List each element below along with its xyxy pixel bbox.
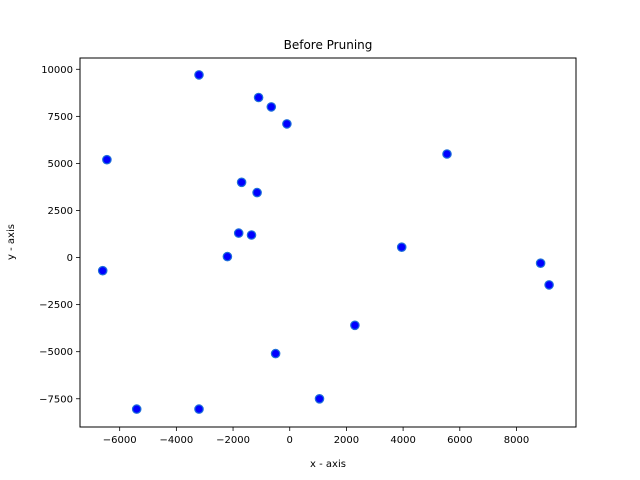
data-point xyxy=(544,280,554,290)
data-point xyxy=(252,187,262,198)
x-tick-label: −4000 xyxy=(159,435,193,446)
y-tick-label: 5000 xyxy=(48,159,73,170)
data-point xyxy=(102,154,112,165)
data-point xyxy=(97,265,108,276)
data-point xyxy=(396,242,407,252)
x-tick-label: 2000 xyxy=(334,435,359,446)
data-point xyxy=(314,393,325,404)
data-point xyxy=(194,404,204,414)
y-tick-label: −5000 xyxy=(39,347,73,358)
y-tick-label: 0 xyxy=(67,253,73,264)
plot-frame xyxy=(79,57,577,428)
data-point xyxy=(535,258,546,268)
y-tick-label: −2500 xyxy=(39,300,73,311)
data-point xyxy=(222,251,233,262)
y-axis-label: y - axis xyxy=(6,224,17,260)
data-point xyxy=(236,177,247,188)
data-point xyxy=(266,102,277,112)
chart-title: Before Pruning xyxy=(284,38,373,52)
x-tick-label: −2000 xyxy=(216,435,250,446)
data-point xyxy=(350,320,360,331)
data-point xyxy=(194,70,204,80)
x-tick-label: 6000 xyxy=(447,435,472,446)
y-axis-ticks: −7500 −5000 −2500 0 2500 5000 7500 10000 xyxy=(39,65,80,405)
x-axis-label: x - axis xyxy=(310,459,346,470)
y-tick-label: 2500 xyxy=(48,206,73,217)
y-tick-label: −7500 xyxy=(39,394,73,405)
data-point xyxy=(246,230,257,240)
x-tick-label: −6000 xyxy=(103,435,137,446)
data-point xyxy=(442,149,452,159)
plot-area xyxy=(80,58,576,427)
data-point xyxy=(282,119,292,129)
data-point xyxy=(131,404,142,414)
data-point xyxy=(253,92,264,103)
x-tick-label: 4000 xyxy=(390,435,415,446)
data-point xyxy=(270,348,281,359)
x-tick-label: 8000 xyxy=(504,435,529,446)
y-tick-label: 10000 xyxy=(41,65,73,76)
data-point xyxy=(233,228,244,238)
x-axis-ticks: −6000 −4000 −2000 0 2000 4000 6000 8000 xyxy=(103,427,529,446)
points-layer xyxy=(97,70,554,414)
x-tick-label: 0 xyxy=(287,435,293,446)
y-tick-label: 7500 xyxy=(48,112,73,123)
